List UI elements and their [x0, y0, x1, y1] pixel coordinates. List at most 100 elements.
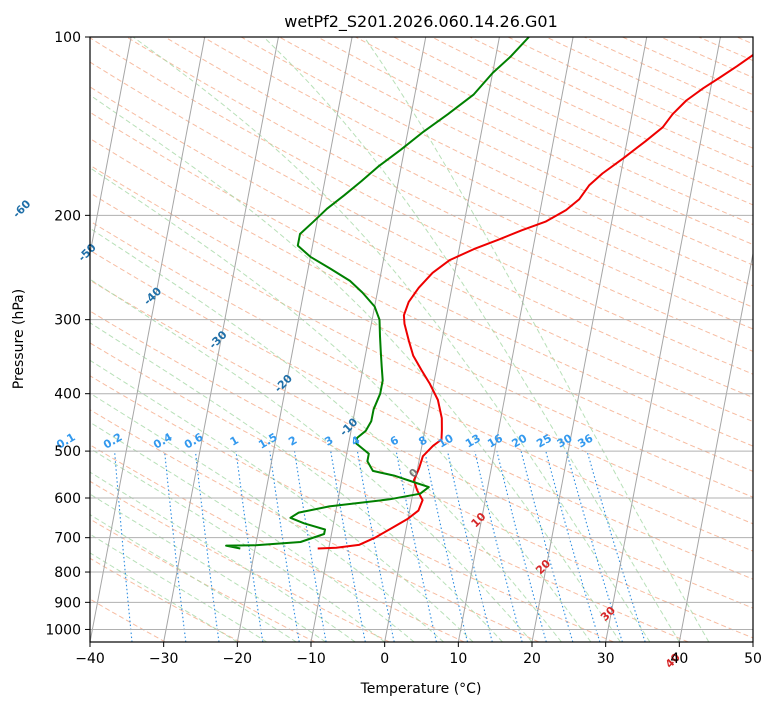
isotherm: [163, 37, 279, 642]
x-tick-label: −30: [149, 651, 179, 667]
mixing-ratio-line: [395, 450, 437, 642]
dry-adiabat: [660, 37, 753, 79]
mixing-ratio-line: [114, 451, 133, 642]
mixing-ratio-line: [496, 450, 547, 642]
y-tick-label: 400: [54, 387, 81, 403]
mixing-ratio-line: [269, 451, 300, 642]
isotherm: [531, 37, 648, 642]
y-tick-label: 300: [54, 313, 81, 329]
dry-adiabat: [90, 444, 465, 642]
y-tick-label: 800: [54, 565, 81, 581]
moist-adiabat: [90, 392, 444, 642]
moist-adiabat: [363, 37, 710, 642]
isotherm: [0, 37, 57, 642]
mixing-ratio-label: 10: [436, 431, 456, 450]
mixing-ratio-line: [520, 450, 574, 642]
x-tick-label: 20: [523, 651, 541, 667]
dry-adiabat: [90, 279, 753, 609]
dry-adiabat: [90, 409, 540, 642]
x-tick-label: 10: [449, 651, 467, 667]
isotherm: [678, 250, 753, 642]
moist-adiabat: [90, 94, 621, 642]
dry-adiabat: [90, 86, 753, 423]
dry-adiabat: [90, 61, 753, 399]
dry-adiabat: [279, 37, 753, 266]
dry-adiabat: [90, 480, 390, 642]
y-tick-label: 500: [54, 444, 81, 460]
series-layer: [225, 37, 753, 550]
series-temperature-line: [317, 53, 753, 550]
isotherm: [310, 37, 427, 642]
moist-adiabat: [90, 533, 268, 642]
mixing-ratio-label: 8: [416, 434, 429, 449]
dry-adiabat: [90, 220, 753, 552]
mixing-ratio-label: 1: [228, 434, 241, 449]
isotherm: [384, 37, 500, 642]
mixing-ratio-label: 13: [463, 432, 483, 451]
isopleth-labels: -100-90-80-70-60-50-40-30-20-100.10.20.4…: [10, 197, 683, 671]
moist-adiabat: [90, 471, 356, 642]
mixing-ratio-line: [356, 451, 395, 642]
isotherm: [605, 37, 721, 642]
mixing-ratio-label: 0.6: [182, 430, 206, 451]
dry-adiabat: [393, 37, 753, 206]
dry-adiabat: [90, 137, 753, 472]
dry-adiabat: [90, 111, 753, 447]
chart-title: wetPf2_S201.2026.060.14.26.G01: [284, 12, 558, 32]
mixing-ratio-line: [164, 451, 187, 642]
x-axis-label: Temperature (°C): [360, 681, 482, 697]
isotherm-label: -20: [272, 372, 295, 395]
dry-adiabat: [355, 37, 753, 226]
adiabat-label: 30: [598, 604, 618, 624]
mixing-ratio-label: 25: [534, 432, 554, 451]
mixing-ratio-line: [194, 451, 220, 642]
y-axis-label: Pressure (hPa): [11, 289, 27, 389]
moist-adiabat: [90, 322, 503, 642]
mixing-ratio-label: 0.2: [101, 431, 124, 452]
mixing-ratio-line: [424, 450, 469, 642]
mixing-ratio-label: 3: [322, 434, 335, 449]
mixing-ratio-label: 20: [510, 431, 530, 450]
dry-adiabat: [317, 37, 753, 246]
y-tick-label: 600: [54, 491, 81, 507]
dry-adiabat: [90, 342, 689, 642]
isotherm: [90, 37, 132, 257]
isotherm-label: -10: [337, 415, 360, 438]
adiabat-label: 20: [533, 557, 553, 577]
mixing-ratio-line: [545, 450, 601, 642]
isotherm-label: -60: [10, 197, 33, 220]
series-dewpoint-line: [225, 37, 530, 550]
y-tick-label: 1000: [45, 622, 81, 638]
x-tick-label: −40: [75, 651, 105, 667]
dry-adiabat: [90, 164, 753, 498]
mixing-ratio-line: [446, 450, 493, 642]
x-tick-label: 30: [597, 651, 615, 667]
isotherm: [752, 639, 753, 642]
mixing-ratio-label: 2: [286, 434, 299, 449]
x-tick-label: 50: [744, 651, 762, 667]
moist-adiabat: [90, 167, 592, 642]
isotherm: [236, 37, 353, 642]
dry-adiabat: [736, 37, 753, 45]
dry-adiabat: [90, 37, 753, 375]
dry-adiabat: [202, 37, 753, 308]
dry-adiabat: [90, 557, 241, 642]
mixing-ratio-line: [293, 451, 327, 642]
moist-adiabat: [132, 37, 651, 642]
y-tick-label: 700: [54, 531, 81, 547]
moist-adiabat: [90, 447, 386, 642]
isotherm-label: -50: [76, 241, 99, 264]
x-tick-label: −20: [223, 651, 253, 667]
mixing-ratio-label: 36: [575, 431, 595, 450]
moist-adiabat: [90, 359, 474, 642]
mixing-ratio-line: [235, 451, 264, 642]
grid-layer: [0, 37, 753, 642]
isotherm-label: -40: [141, 284, 164, 307]
isotherm-label: -30: [206, 328, 229, 351]
moist-adiabat: [90, 552, 238, 642]
x-tick-label: 40: [670, 651, 688, 667]
dry-adiabat: [90, 518, 315, 642]
isotherm: [457, 37, 574, 642]
moist-adiabat: [90, 278, 533, 642]
